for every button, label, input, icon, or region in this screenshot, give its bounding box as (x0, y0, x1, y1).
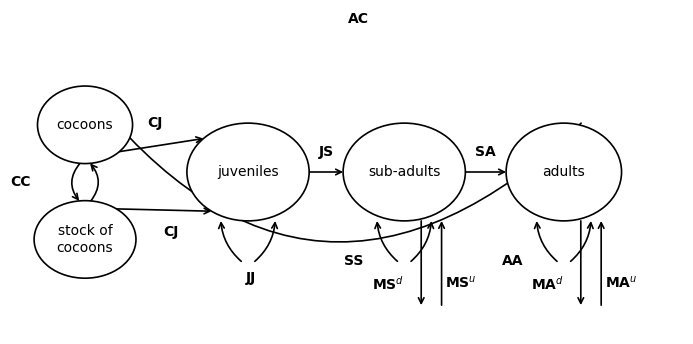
Text: adults: adults (543, 165, 585, 179)
Text: MS$^d$: MS$^d$ (372, 275, 404, 293)
Text: AC: AC (348, 12, 369, 26)
Ellipse shape (506, 123, 622, 221)
Text: MA$^d$: MA$^d$ (531, 275, 564, 293)
Text: cocoons: cocoons (57, 118, 114, 132)
Text: SS: SS (344, 254, 363, 268)
Text: sub-adults: sub-adults (368, 165, 441, 179)
Ellipse shape (34, 201, 136, 278)
FancyArrowPatch shape (86, 87, 581, 242)
Text: JS: JS (319, 144, 334, 159)
Text: CJ: CJ (147, 116, 162, 130)
Ellipse shape (37, 86, 132, 164)
Text: juveniles: juveniles (217, 165, 279, 179)
Text: stock of
cocoons: stock of cocoons (57, 224, 114, 255)
Text: CC: CC (10, 175, 30, 189)
Text: SA: SA (475, 144, 496, 159)
Text: MA$^u$: MA$^u$ (604, 275, 637, 291)
Text: MS$^u$: MS$^u$ (445, 275, 477, 291)
Text: AA: AA (502, 254, 524, 268)
Text: CJ: CJ (163, 225, 178, 239)
Ellipse shape (187, 123, 309, 221)
Text: JJ: JJ (246, 271, 256, 286)
Ellipse shape (343, 123, 466, 221)
